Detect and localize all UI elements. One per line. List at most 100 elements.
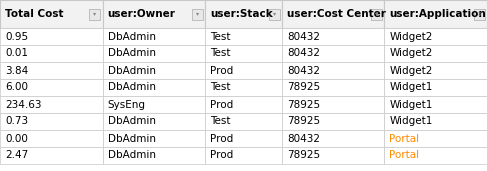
Bar — [205, 96, 282, 113]
Bar — [0, 96, 103, 113]
FancyBboxPatch shape — [269, 9, 280, 19]
Text: ⇕: ⇕ — [477, 11, 482, 16]
Text: Prod: Prod — [210, 100, 233, 109]
Bar — [103, 130, 205, 147]
Text: user:Stack: user:Stack — [210, 9, 273, 19]
Text: 234.63: 234.63 — [5, 100, 41, 109]
Bar — [384, 62, 487, 79]
Text: Portal: Portal — [390, 150, 420, 161]
Text: DbAdmin: DbAdmin — [108, 65, 155, 76]
Bar — [384, 28, 487, 45]
Text: Total Cost: Total Cost — [5, 9, 63, 19]
Bar — [205, 79, 282, 96]
Text: Widget2: Widget2 — [390, 65, 433, 76]
Bar — [103, 45, 205, 62]
FancyBboxPatch shape — [371, 9, 382, 19]
Bar — [0, 79, 103, 96]
Bar — [103, 62, 205, 79]
Text: DbAdmin: DbAdmin — [108, 31, 155, 42]
Bar — [282, 62, 384, 79]
Text: Portal: Portal — [390, 134, 420, 143]
Bar — [384, 45, 487, 62]
Bar — [103, 113, 205, 130]
Bar — [205, 113, 282, 130]
Text: 80432: 80432 — [287, 31, 320, 42]
Bar — [282, 79, 384, 96]
Bar — [205, 130, 282, 147]
Bar — [384, 79, 487, 96]
Text: Widget1: Widget1 — [390, 100, 433, 109]
Bar — [103, 96, 205, 113]
Bar — [103, 147, 205, 164]
Bar — [0, 147, 103, 164]
Text: ▾: ▾ — [94, 11, 96, 16]
Bar — [103, 0, 205, 28]
Bar — [282, 28, 384, 45]
Text: 0.00: 0.00 — [5, 134, 28, 143]
Text: Prod: Prod — [210, 134, 233, 143]
Bar — [282, 96, 384, 113]
Bar — [0, 45, 103, 62]
Text: 6.00: 6.00 — [5, 82, 28, 93]
Text: ▾: ▾ — [273, 11, 276, 16]
Bar — [205, 62, 282, 79]
Text: Test: Test — [210, 82, 230, 93]
Text: DbAdmin: DbAdmin — [108, 150, 155, 161]
Text: Test: Test — [210, 116, 230, 127]
Bar — [205, 0, 282, 28]
Bar — [384, 113, 487, 130]
Text: Test: Test — [210, 31, 230, 42]
Text: Prod: Prod — [210, 65, 233, 76]
Text: user:Owner: user:Owner — [108, 9, 175, 19]
Text: ▾: ▾ — [375, 11, 378, 16]
Text: 0.73: 0.73 — [5, 116, 28, 127]
FancyBboxPatch shape — [89, 9, 100, 19]
Text: user:Application: user:Application — [390, 9, 486, 19]
Text: DbAdmin: DbAdmin — [108, 49, 155, 58]
Text: 80432: 80432 — [287, 49, 320, 58]
Bar — [282, 0, 384, 28]
Text: user:Cost Center: user:Cost Center — [287, 9, 386, 19]
Text: Test: Test — [210, 49, 230, 58]
Text: Prod: Prod — [210, 150, 233, 161]
Bar — [282, 130, 384, 147]
Text: 2.47: 2.47 — [5, 150, 28, 161]
Bar — [0, 130, 103, 147]
Bar — [384, 96, 487, 113]
Bar — [282, 45, 384, 62]
Text: 78925: 78925 — [287, 100, 320, 109]
Bar — [384, 147, 487, 164]
Bar — [103, 79, 205, 96]
Bar — [103, 28, 205, 45]
Bar — [384, 130, 487, 147]
Bar — [0, 28, 103, 45]
Text: 78925: 78925 — [287, 116, 320, 127]
Bar — [282, 147, 384, 164]
Text: Widget2: Widget2 — [390, 49, 433, 58]
Text: Widget2: Widget2 — [390, 31, 433, 42]
Text: 78925: 78925 — [287, 82, 320, 93]
Bar — [0, 62, 103, 79]
Text: 80432: 80432 — [287, 134, 320, 143]
Text: DbAdmin: DbAdmin — [108, 116, 155, 127]
Text: 0.95: 0.95 — [5, 31, 28, 42]
Bar — [282, 113, 384, 130]
Bar — [384, 0, 487, 28]
Text: ▾: ▾ — [196, 11, 199, 16]
Bar — [0, 113, 103, 130]
Text: DbAdmin: DbAdmin — [108, 134, 155, 143]
Text: 78925: 78925 — [287, 150, 320, 161]
Text: 0.01: 0.01 — [5, 49, 28, 58]
Text: Widget1: Widget1 — [390, 82, 433, 93]
Bar — [205, 45, 282, 62]
Bar — [205, 147, 282, 164]
FancyBboxPatch shape — [474, 9, 485, 19]
Bar — [205, 28, 282, 45]
Text: DbAdmin: DbAdmin — [108, 82, 155, 93]
Text: SysEng: SysEng — [108, 100, 146, 109]
Text: Widget1: Widget1 — [390, 116, 433, 127]
Text: 80432: 80432 — [287, 65, 320, 76]
Text: 3.84: 3.84 — [5, 65, 28, 76]
FancyBboxPatch shape — [192, 9, 203, 19]
Bar — [0, 0, 103, 28]
